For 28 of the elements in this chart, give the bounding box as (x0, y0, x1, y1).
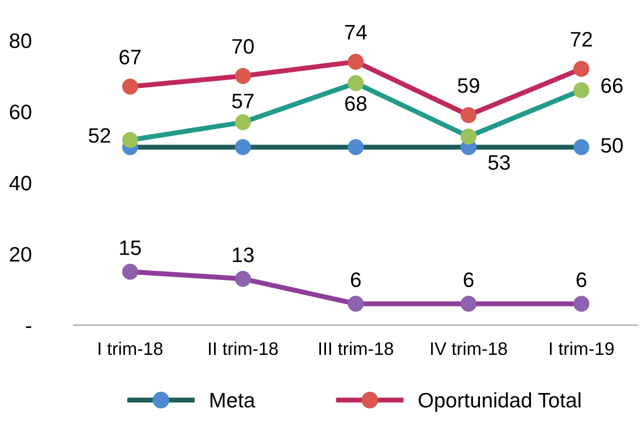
data-label: 70 (232, 39, 254, 54)
data-label: 72 (570, 32, 592, 46)
legend-label: Oportunidad Total (418, 392, 580, 412)
x-tick-label: III trim-18 (319, 342, 394, 356)
x-tick-label: IV trim-18 (431, 342, 507, 356)
data-label: 57 (232, 94, 254, 108)
legend-label: Meta (210, 393, 256, 408)
data-label: 52 (88, 128, 110, 143)
data-label: 15 (120, 240, 141, 256)
data-label: 67 (120, 50, 141, 64)
y-tick-label: - (26, 326, 32, 328)
y-tick-label: 80 (10, 33, 32, 48)
y-tick-label: 40 (9, 176, 32, 191)
data-label: 59 (458, 78, 480, 93)
data-label: 66 (601, 78, 623, 94)
data-label: 53 (488, 155, 510, 170)
data-label: 13 (232, 247, 254, 262)
y-tick-label: 60 (10, 104, 32, 120)
x-tick-label: I trim-18 (98, 342, 162, 356)
data-label: 6 (464, 272, 474, 288)
x-tick-label: I trim-19 (550, 342, 614, 356)
data-label: 50 (601, 138, 623, 153)
y-tick-label: 20 (10, 246, 32, 262)
data-label: 68 (345, 96, 366, 111)
data-label: 74 (345, 25, 367, 40)
data-label: 6 (351, 272, 361, 288)
data-label: 6 (576, 272, 586, 288)
x-tick-label: II trim-18 (208, 342, 278, 356)
